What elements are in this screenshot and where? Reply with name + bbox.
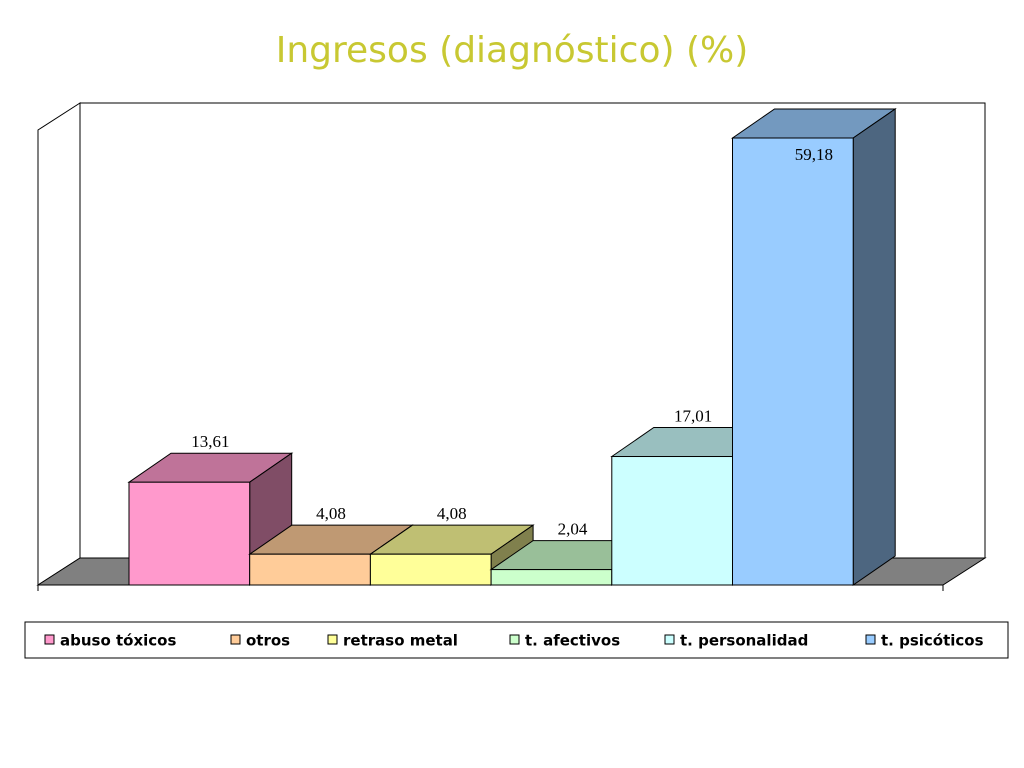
legend-label: t. psicóticos [881,632,984,650]
legend-label: otros [246,632,290,650]
legend-swatch [44,634,55,645]
data-label: 4,08 [316,504,346,523]
data-label: 4,08 [437,504,467,523]
legend-swatch [865,634,876,645]
legend-swatch [327,634,338,645]
data-label: 2,04 [558,520,588,539]
legend-swatch [230,634,241,645]
bar [732,137,854,586]
legend-label: retraso metal [343,632,458,650]
legend-label: abuso tóxicos [60,632,176,650]
legend-label: t. personalidad [680,632,808,650]
data-label: 59,18 [795,145,833,164]
legend-label: t. afectivos [525,632,620,650]
data-label: 17,01 [674,407,712,426]
bar [249,553,371,586]
bar [611,456,733,586]
legend-swatch [664,634,675,645]
bar [490,569,613,586]
bar [128,481,251,586]
bar-side [852,108,896,586]
legend-swatch [509,634,520,645]
chart-title: Ingresos (diagnóstico) (%) [276,30,749,71]
side-wall [37,102,81,586]
bar [369,553,492,586]
data-label: 13,61 [191,432,229,451]
